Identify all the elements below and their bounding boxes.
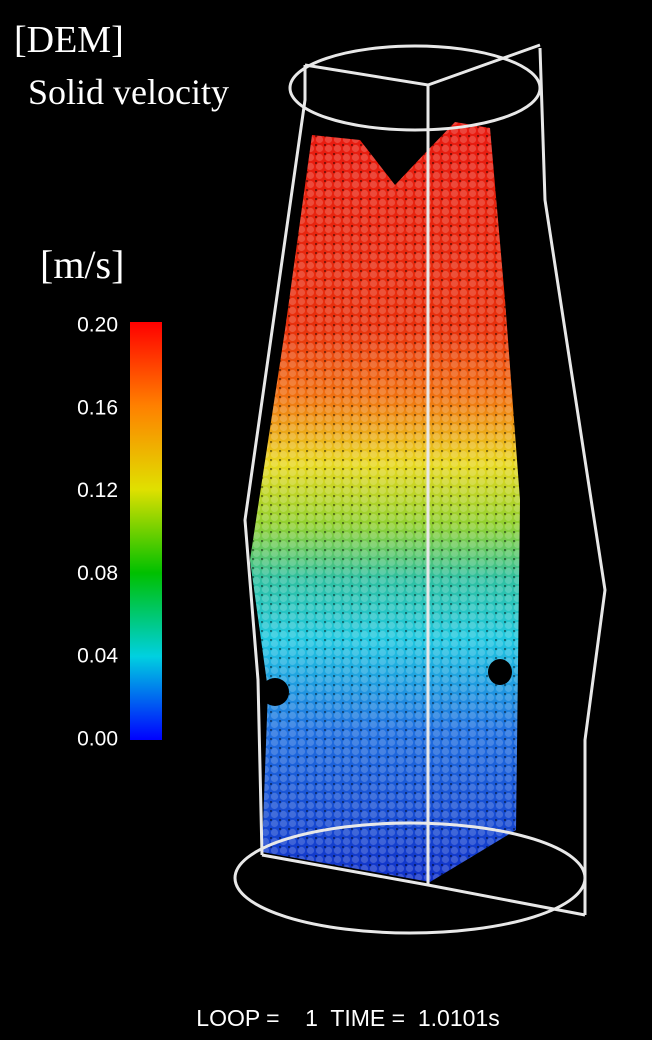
particle-bed — [250, 122, 520, 882]
status-line: LOOP = 1 TIME = 1.0101s — [196, 1005, 499, 1031]
colorbar-tick-label: 0.08 — [77, 562, 118, 585]
colorbar-tick-label: 0.20 — [77, 314, 118, 337]
screen: [DEM] Solid velocity [m/s] 0.200.160.120… — [0, 0, 652, 1040]
title: [DEM] — [14, 19, 124, 61]
colorbar-tick-label: 0.04 — [77, 645, 118, 668]
colorbar-unit: [m/s] — [40, 242, 124, 287]
colorbar-tick-label: 0.16 — [77, 396, 118, 419]
colorbar-tick-label: 0.00 — [77, 728, 118, 751]
colorbar-ticks: 0.20 0.16 0.12 0.08 0.04 0.00 — [77, 314, 118, 751]
subtitle: Solid velocity — [28, 72, 229, 112]
page: {"header": {"title": "[DEM]", "subtitle"… — [0, 0, 652, 1040]
colorbar-tick-label: 0.12 — [77, 479, 118, 502]
colorbar — [130, 322, 162, 740]
